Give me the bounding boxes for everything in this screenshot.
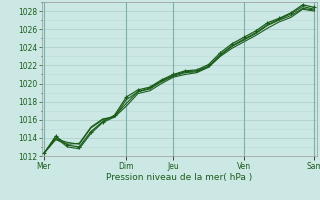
X-axis label: Pression niveau de la mer( hPa ): Pression niveau de la mer( hPa ) bbox=[106, 173, 252, 182]
